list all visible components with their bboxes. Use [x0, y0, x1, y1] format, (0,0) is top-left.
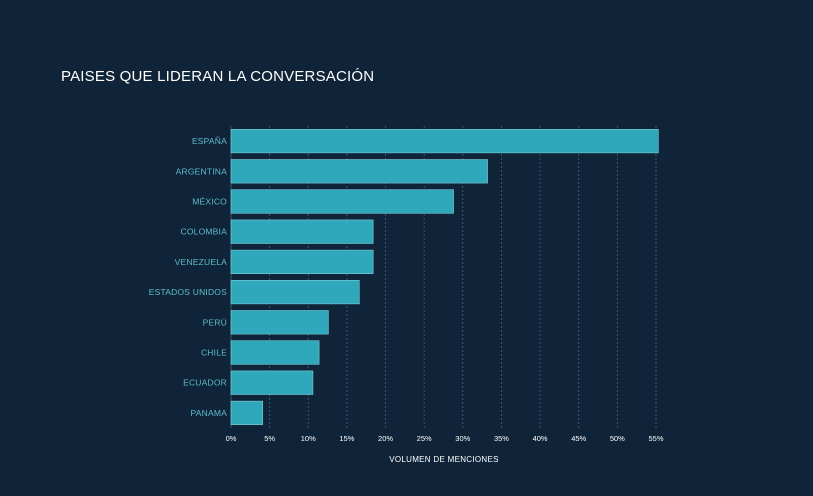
category-label: COLOMBIA — [181, 227, 228, 237]
bar — [230, 159, 488, 184]
category-label: PANAMA — [191, 408, 228, 418]
x-tick-label: 15% — [339, 434, 354, 443]
x-tick-label: 45% — [571, 434, 586, 443]
bar — [230, 310, 329, 335]
category-label: MÉXICO — [192, 197, 227, 207]
bar — [230, 189, 454, 214]
bar — [230, 370, 314, 395]
x-tick-label: 30% — [455, 434, 470, 443]
x-tick-label: 55% — [648, 434, 663, 443]
bar — [230, 219, 374, 244]
x-tick-label: 5% — [264, 434, 275, 443]
x-axis-title: VOLUMEN DE MENCIONES — [389, 455, 499, 464]
category-label: ESTADOS UNIDOS — [149, 287, 227, 297]
x-tick-label: 40% — [533, 434, 548, 443]
bar — [230, 340, 320, 365]
bar — [230, 129, 659, 154]
bars — [230, 129, 659, 425]
bar — [230, 280, 360, 305]
bar — [230, 249, 374, 274]
category-label: PERÚ — [203, 317, 227, 327]
category-labels: ESPAÑA ARGENTINA MÉXICO COLOMBIA VENEZUELA ES… — [149, 136, 227, 418]
x-tick-label: 25% — [417, 434, 432, 443]
x-tick-label: 10% — [301, 434, 316, 443]
x-tick-label: 20% — [378, 434, 393, 443]
category-label: VENEZUELA — [175, 257, 227, 267]
x-tick-label: 35% — [494, 434, 509, 443]
x-tick-labels: 0% 5% 10% 15% 20% 25% 30% 35% 40% 45% 50% 55% — [226, 434, 664, 443]
chart-title: PAISES QUE LIDERAN LA CONVERSACIÓN — [61, 68, 375, 85]
category-label: ECUADOR — [183, 378, 227, 388]
category-label: CHILE — [201, 348, 227, 358]
category-label: ARGENTINA — [176, 166, 228, 176]
bar — [230, 400, 263, 425]
x-tick-label: 50% — [610, 434, 625, 443]
category-label: ESPAÑA — [192, 136, 227, 146]
x-tick-label: 0% — [226, 434, 237, 443]
